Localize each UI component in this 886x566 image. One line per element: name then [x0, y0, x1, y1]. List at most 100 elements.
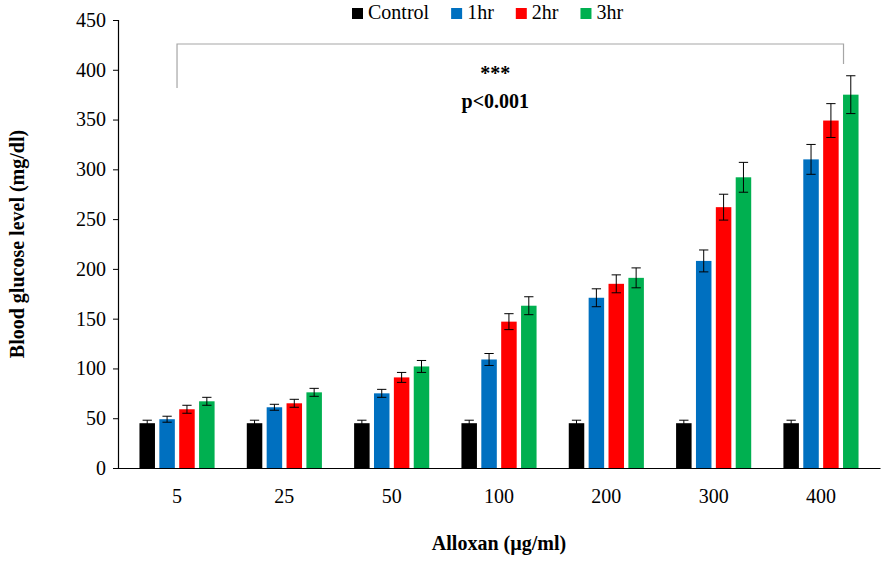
- error-bar: [250, 420, 259, 426]
- x-tick: 100: [484, 468, 514, 507]
- x-tick: 5: [172, 468, 182, 507]
- bar: [696, 261, 712, 468]
- y-tick: 100: [76, 357, 118, 379]
- y-tick: 350: [76, 108, 118, 130]
- error-bar: [397, 372, 406, 382]
- error-bar-line: [250, 420, 259, 426]
- x-tick: 50: [382, 468, 402, 507]
- legend-label: 3hr: [596, 1, 623, 23]
- bar: [139, 423, 155, 468]
- y-tick: 150: [76, 308, 118, 330]
- error-bar-line: [182, 405, 191, 413]
- error-bar-line: [846, 76, 855, 114]
- error-bar: [806, 144, 815, 174]
- y-tick: 200: [76, 258, 118, 280]
- error-bar-line: [310, 388, 319, 396]
- y-tick-mark: [113, 368, 118, 369]
- error-bar: [787, 420, 796, 426]
- error-bar: [504, 314, 513, 330]
- bar: [803, 159, 819, 468]
- bar: [306, 392, 322, 468]
- x-tick: 400: [806, 468, 836, 507]
- y-tick: 300: [76, 158, 118, 180]
- y-tick-label: 100: [76, 357, 106, 379]
- x-tick-label: 200: [591, 485, 621, 507]
- legend-label: 2hr: [532, 1, 559, 23]
- y-tick-mark: [113, 319, 118, 320]
- error-bar-line: [270, 404, 279, 410]
- y-tick-label: 400: [76, 59, 106, 81]
- bar: [199, 401, 215, 468]
- bar: [461, 423, 477, 468]
- x-tick-label: 400: [806, 485, 836, 507]
- error-bar-line: [572, 420, 581, 426]
- y-tick-label: 0: [96, 457, 106, 479]
- error-bar-line: [504, 314, 513, 330]
- error-bar: [270, 404, 279, 410]
- bar: [609, 284, 625, 468]
- y-tick-mark: [113, 169, 118, 170]
- y-tick-label: 50: [86, 407, 106, 429]
- x-tick: 200: [591, 468, 621, 507]
- bar: [628, 278, 644, 468]
- y-tick-label: 150: [76, 308, 106, 330]
- x-tick-label: 5: [172, 485, 182, 507]
- bar: [267, 407, 283, 468]
- error-bar: [572, 420, 581, 426]
- y-tick-mark: [113, 468, 118, 469]
- error-bar: [524, 297, 533, 315]
- legend-label: Control: [368, 1, 430, 23]
- y-tick: 400: [76, 59, 118, 81]
- bar: [783, 423, 799, 468]
- error-bar: [846, 76, 855, 114]
- legend-swatch: [451, 8, 462, 19]
- error-bar-line: [377, 389, 386, 397]
- y-tick: 250: [76, 208, 118, 230]
- bar: [521, 306, 537, 468]
- series: [159, 144, 818, 468]
- error-bar-line: [679, 420, 688, 426]
- error-bar-line: [826, 104, 835, 138]
- bar: [736, 177, 752, 468]
- legend-item: 1hr: [451, 1, 494, 23]
- bar: [247, 423, 263, 468]
- x-axis: 5 25 50 100 200 300 400: [119, 468, 881, 507]
- error-bar-line: [143, 420, 152, 426]
- y-tick-label: 350: [76, 108, 106, 130]
- error-bar: [417, 360, 426, 372]
- bar: [676, 423, 692, 468]
- bar: [481, 359, 497, 468]
- bar: [374, 393, 390, 468]
- legend-swatch: [516, 8, 527, 19]
- error-bar-line: [465, 420, 474, 426]
- y-tick-mark: [113, 219, 118, 220]
- y-axis: 0 50 100 150 200 250 300 350 400 450: [76, 9, 119, 479]
- bar: [414, 366, 430, 468]
- legend: Control 1hr 2hr 3hr: [352, 1, 623, 23]
- error-bar-line: [357, 420, 366, 426]
- bar: [823, 121, 839, 468]
- bar: [159, 419, 175, 468]
- y-tick-label: 250: [76, 208, 106, 230]
- error-bar: [592, 289, 601, 307]
- x-tick-label: 300: [699, 485, 729, 507]
- error-bar: [612, 275, 621, 293]
- y-tick-mark: [113, 120, 118, 121]
- bar: [394, 377, 410, 468]
- error-bar-line: [699, 250, 708, 272]
- error-bar: [310, 388, 319, 396]
- bar: [569, 423, 585, 468]
- x-tick: 300: [699, 468, 729, 507]
- x-tick-label: 100: [484, 485, 514, 507]
- y-tick: 450: [76, 9, 118, 31]
- error-bar: [465, 420, 474, 426]
- error-bar-line: [397, 372, 406, 382]
- bar: [287, 403, 303, 468]
- x-tick-label: 25: [274, 485, 294, 507]
- series: [179, 104, 838, 468]
- error-bar: [202, 397, 211, 405]
- error-bar-line: [612, 275, 621, 293]
- error-bar-line: [806, 144, 815, 174]
- bar: [354, 423, 370, 468]
- bar: [501, 322, 517, 468]
